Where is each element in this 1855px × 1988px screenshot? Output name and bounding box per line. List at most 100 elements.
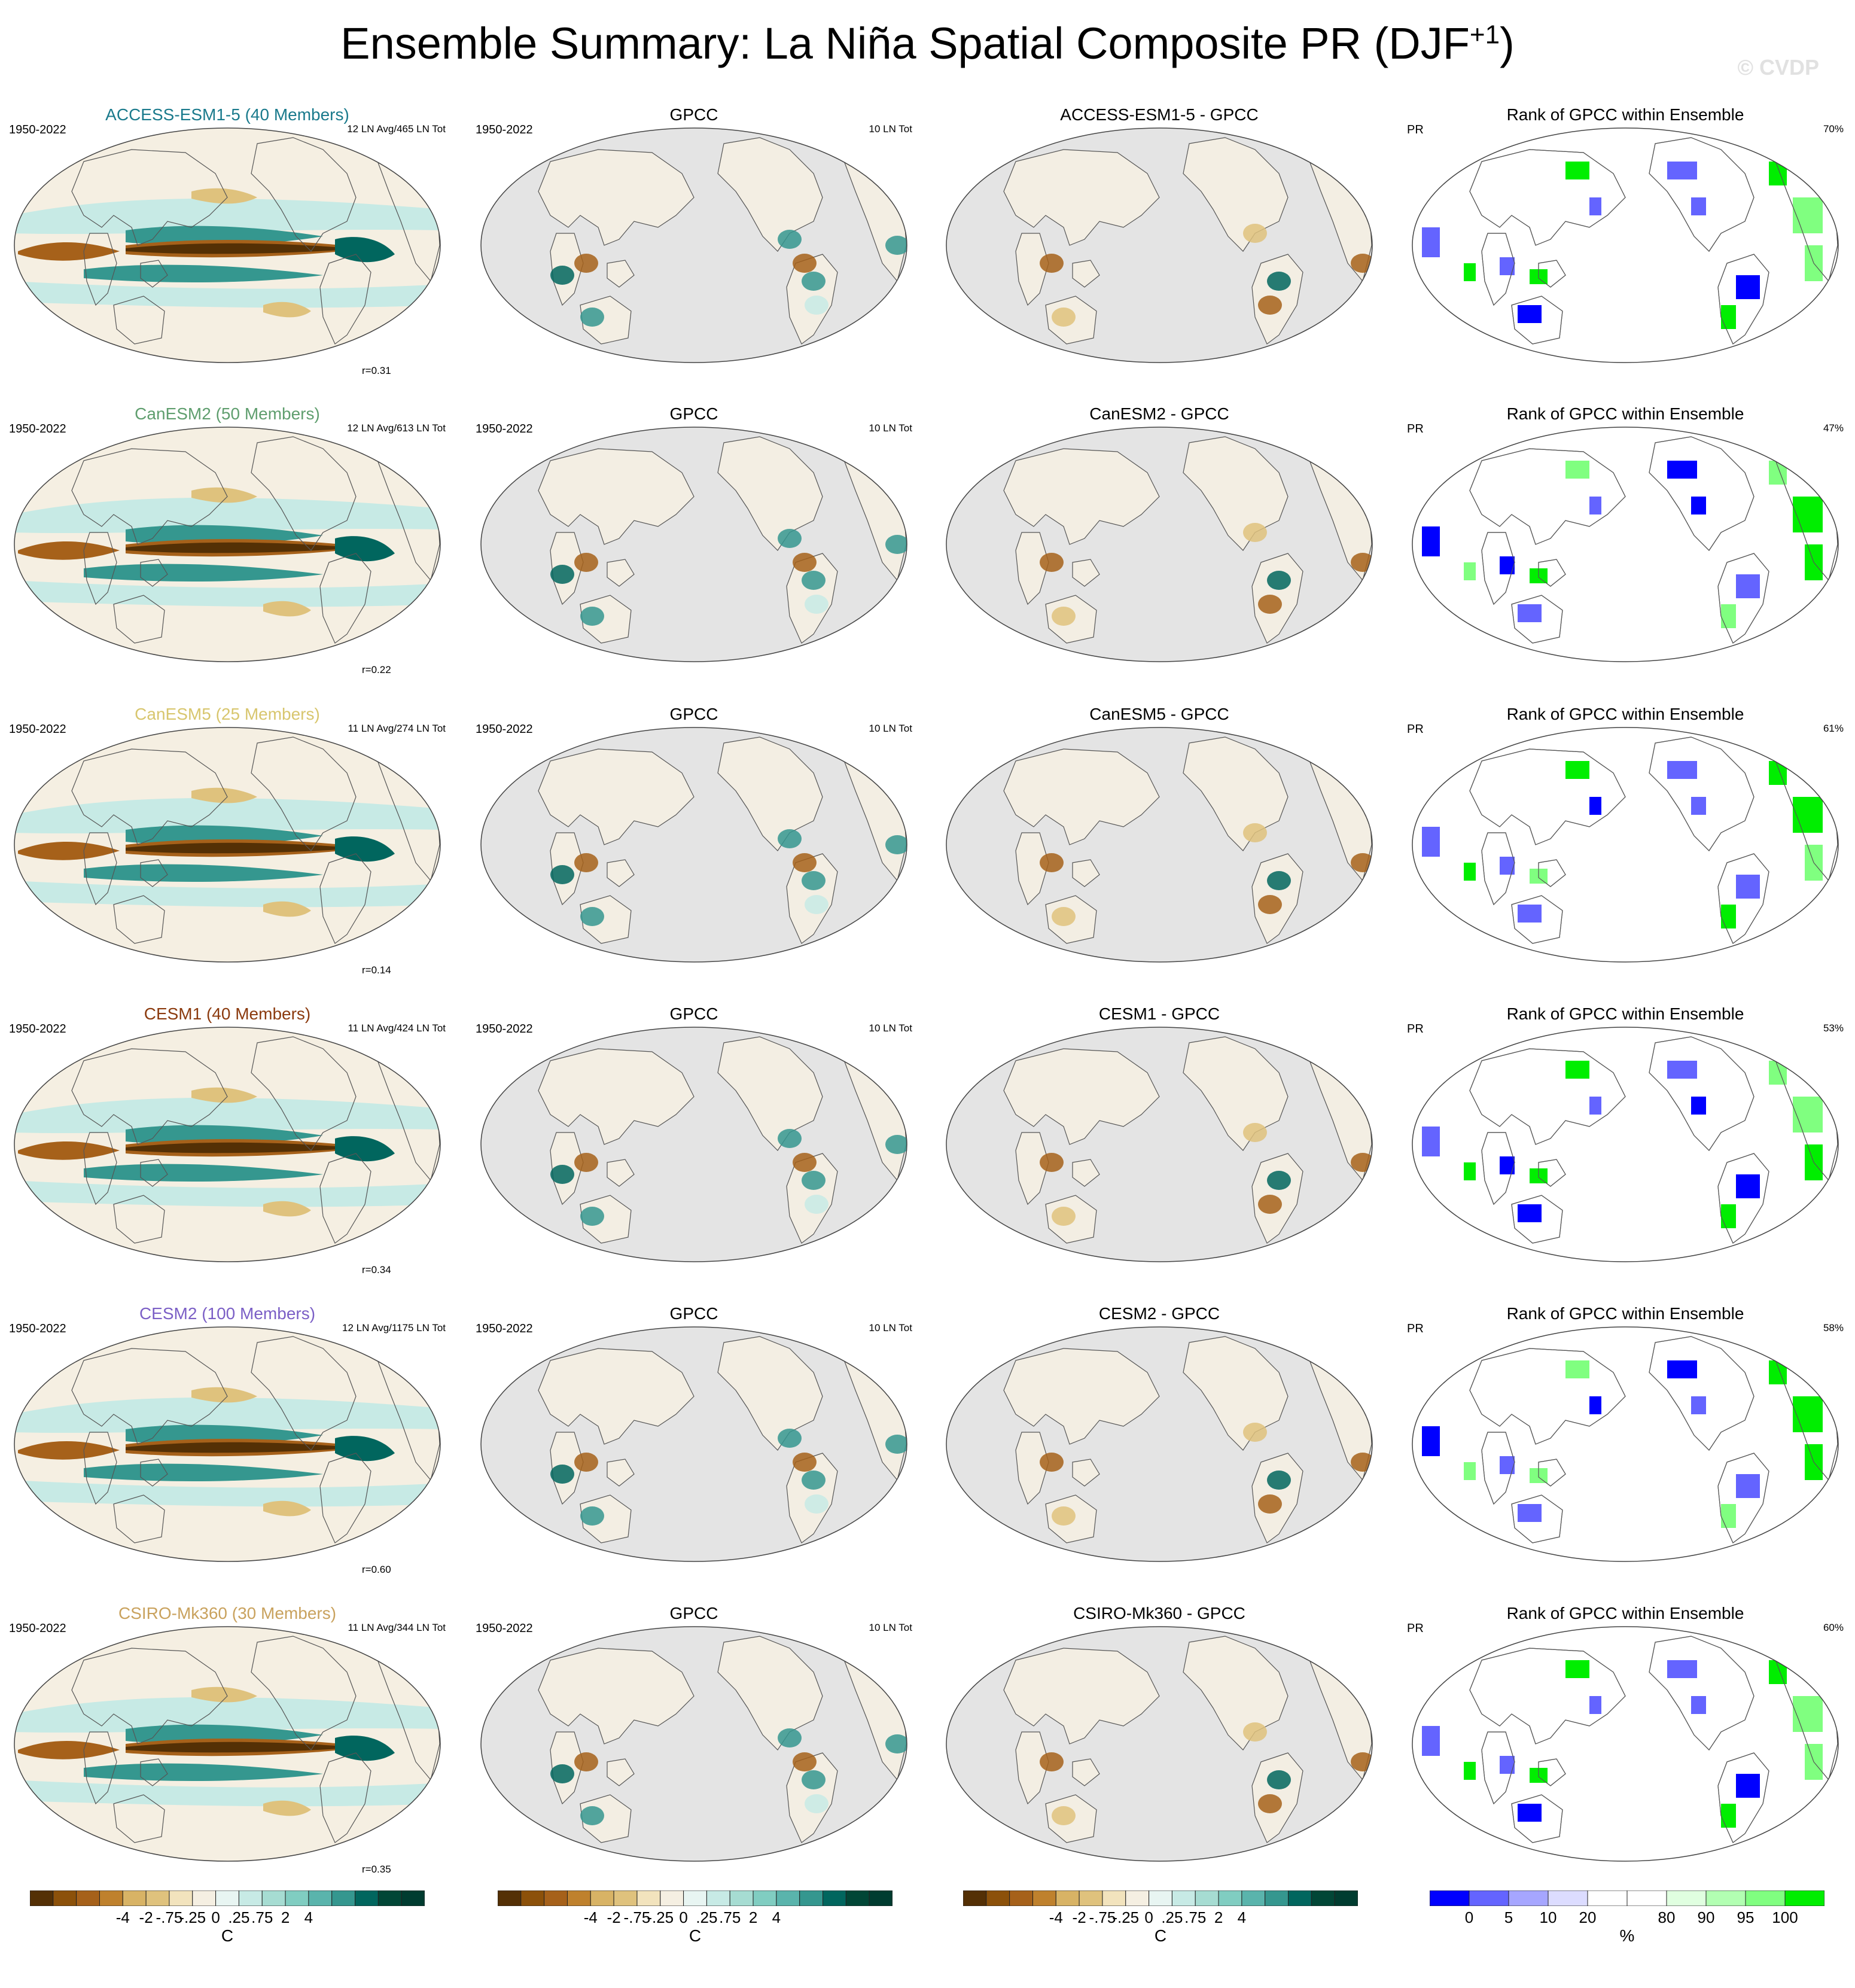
colorbar-swatch bbox=[660, 1890, 684, 1906]
rank-map bbox=[1412, 727, 1839, 963]
count-label: 11 LN Avg/424 LN Tot bbox=[348, 1022, 446, 1034]
colorbar-swatch bbox=[799, 1890, 824, 1906]
years-label: 1950-2022 bbox=[9, 422, 66, 436]
colorbar-swatch bbox=[753, 1890, 777, 1906]
count-label: 10 LN Tot bbox=[869, 1322, 912, 1334]
panel-title: CESM1 (40 Members) bbox=[144, 1004, 311, 1023]
colorbar-swatch bbox=[498, 1890, 522, 1906]
colorbar-unit: C bbox=[1154, 1926, 1167, 1945]
colorbar-tick: .75 bbox=[1184, 1908, 1207, 1926]
pattern-correlation: r=0.34 bbox=[362, 1264, 391, 1275]
precip-colorbar: -4 -2 -.75 -.25 0.25.75 2 4 C bbox=[963, 1890, 1358, 1946]
years-label: 1950-2022 bbox=[476, 723, 533, 736]
colorbar-tick: -2 bbox=[1072, 1908, 1086, 1926]
obs-map bbox=[480, 1027, 907, 1262]
colorbar-swatch bbox=[261, 1890, 286, 1906]
colorbar-swatch bbox=[1508, 1890, 1549, 1906]
precip-colorbar: -4 -2 -.75 -.25 0.25.75 2 4 C bbox=[30, 1890, 425, 1946]
colorbar-tick: 4 bbox=[304, 1908, 313, 1926]
percent-label: 58% bbox=[1823, 1322, 1844, 1334]
colorbar-swatch bbox=[1311, 1890, 1335, 1906]
colorbar-tick: 4 bbox=[1237, 1908, 1247, 1926]
obs-map bbox=[480, 1626, 907, 1862]
colorbar-tick: 5 bbox=[1504, 1908, 1513, 1926]
count-label: 12 LN Avg/465 LN Tot bbox=[347, 123, 446, 135]
colorbar-swatch bbox=[776, 1890, 800, 1906]
model-map bbox=[14, 127, 441, 363]
colorbar-tick: .75 bbox=[251, 1908, 273, 1926]
count-label: 11 LN Avg/344 LN Tot bbox=[348, 1622, 446, 1633]
diff-panel: CanESM5 - GPCC bbox=[941, 701, 1378, 1000]
figure-row: CESM2 (100 Members) 1950-2022 12 LN Avg/11… bbox=[0, 1301, 1855, 1600]
colorbar-unit: C bbox=[689, 1926, 702, 1945]
diff-panel: CanESM2 - GPCC bbox=[941, 401, 1378, 700]
figure-row: CSIRO-Mk360 (30 Members) 1950-2022 11 LN A… bbox=[0, 1600, 1855, 1899]
diff-map bbox=[946, 1326, 1373, 1562]
colorbar-swatch bbox=[1288, 1890, 1312, 1906]
diff-panel: CSIRO-Mk360 - GPCC bbox=[941, 1600, 1378, 1899]
colorbar-swatch bbox=[192, 1890, 217, 1906]
colorbar-swatch bbox=[963, 1890, 987, 1906]
obs-panel: GPCC 1950-2022 10 LN Tot bbox=[476, 401, 912, 700]
panel-title: CanESM2 (50 Members) bbox=[135, 404, 320, 423]
colorbar-swatch bbox=[122, 1890, 147, 1906]
obs-panel: GPCC 1950-2022 10 LN Tot bbox=[476, 102, 912, 401]
colorbar-tick: -.25 bbox=[647, 1908, 674, 1926]
colorbar-swatch bbox=[1195, 1890, 1219, 1906]
panel-title: CESM1 - GPCC bbox=[1098, 1004, 1220, 1023]
colorbar-tick: 10 bbox=[1539, 1908, 1557, 1926]
colorbar-swatch bbox=[869, 1890, 893, 1906]
count-label: 11 LN Avg/274 LN Tot bbox=[348, 723, 446, 734]
colorbar-swatch bbox=[1055, 1890, 1080, 1906]
variable-label: PR bbox=[1407, 422, 1424, 436]
panel-title: CESM2 - GPCC bbox=[1098, 1304, 1220, 1323]
diff-map bbox=[946, 727, 1373, 963]
years-label: 1950-2022 bbox=[476, 123, 533, 136]
count-label: 10 LN Tot bbox=[869, 1622, 912, 1633]
colorbar-swatch bbox=[355, 1890, 379, 1906]
panel-title: Rank of GPCC within Ensemble bbox=[1506, 1604, 1744, 1622]
colorbar-swatch bbox=[590, 1890, 614, 1906]
colorbar-swatch bbox=[1265, 1890, 1289, 1906]
colorbar-tick: -2 bbox=[139, 1908, 153, 1926]
panel-title: GPCC bbox=[669, 404, 718, 423]
colorbar-tick: .25 bbox=[1161, 1908, 1183, 1926]
rank-panel: Rank of GPCC within Ensemble PR 58% bbox=[1407, 1301, 1844, 1600]
rank-colorbar: 0 5 10 20 80 90 95 100% bbox=[1430, 1890, 1824, 1946]
colorbar-swatch bbox=[1784, 1890, 1824, 1906]
colorbar-tick: -2 bbox=[607, 1908, 621, 1926]
colorbar-swatch bbox=[1032, 1890, 1056, 1906]
colorbar-swatch bbox=[1666, 1890, 1707, 1906]
diff-panel: ACCESS-ESM1-5 - GPCC bbox=[941, 102, 1378, 401]
obs-panel: GPCC 1950-2022 10 LN Tot bbox=[476, 701, 912, 1000]
colorbar-tick: -.75 bbox=[156, 1908, 183, 1926]
pattern-correlation: r=0.14 bbox=[362, 964, 391, 976]
obs-map bbox=[480, 127, 907, 363]
colorbar-tick: 0 bbox=[211, 1908, 220, 1926]
obs-map bbox=[480, 1326, 907, 1562]
obs-panel: GPCC 1950-2022 10 LN Tot bbox=[476, 1001, 912, 1300]
colorbar-swatch bbox=[1241, 1890, 1266, 1906]
colorbar-swatch bbox=[99, 1890, 123, 1906]
colorbar-unit: % bbox=[1619, 1926, 1635, 1945]
colorbar-swatch bbox=[1548, 1890, 1588, 1906]
colorbar-swatch bbox=[520, 1890, 545, 1906]
colorbar-swatch bbox=[1149, 1890, 1172, 1906]
model-map bbox=[14, 1027, 441, 1262]
figure-row: CanESM2 (50 Members) 1950-2022 12 LN Avg/6… bbox=[0, 401, 1855, 700]
panel-title: GPCC bbox=[669, 1304, 718, 1323]
count-label: 10 LN Tot bbox=[869, 723, 912, 734]
colorbar-tick: .75 bbox=[719, 1908, 741, 1926]
panel-title: Rank of GPCC within Ensemble bbox=[1506, 1304, 1744, 1323]
colorbar-swatch bbox=[566, 1890, 591, 1906]
figure-row: ACCESS-ESM1-5 (40 Members) 1950-2022 12 LN… bbox=[0, 102, 1855, 401]
colorbar-swatch bbox=[30, 1890, 54, 1906]
colorbar-swatch bbox=[1705, 1890, 1746, 1906]
diff-panel: CESM2 - GPCC bbox=[941, 1301, 1378, 1600]
pattern-correlation: r=0.31 bbox=[362, 365, 391, 376]
years-label: 1950-2022 bbox=[476, 1322, 533, 1335]
colorbar-tick: 2 bbox=[1214, 1908, 1223, 1926]
colorbar-tick: 80 bbox=[1658, 1908, 1676, 1926]
rank-map bbox=[1412, 1027, 1839, 1262]
precip-colorbar: -4 -2 -.75 -.25 0.25.75 2 4 C bbox=[498, 1890, 893, 1946]
